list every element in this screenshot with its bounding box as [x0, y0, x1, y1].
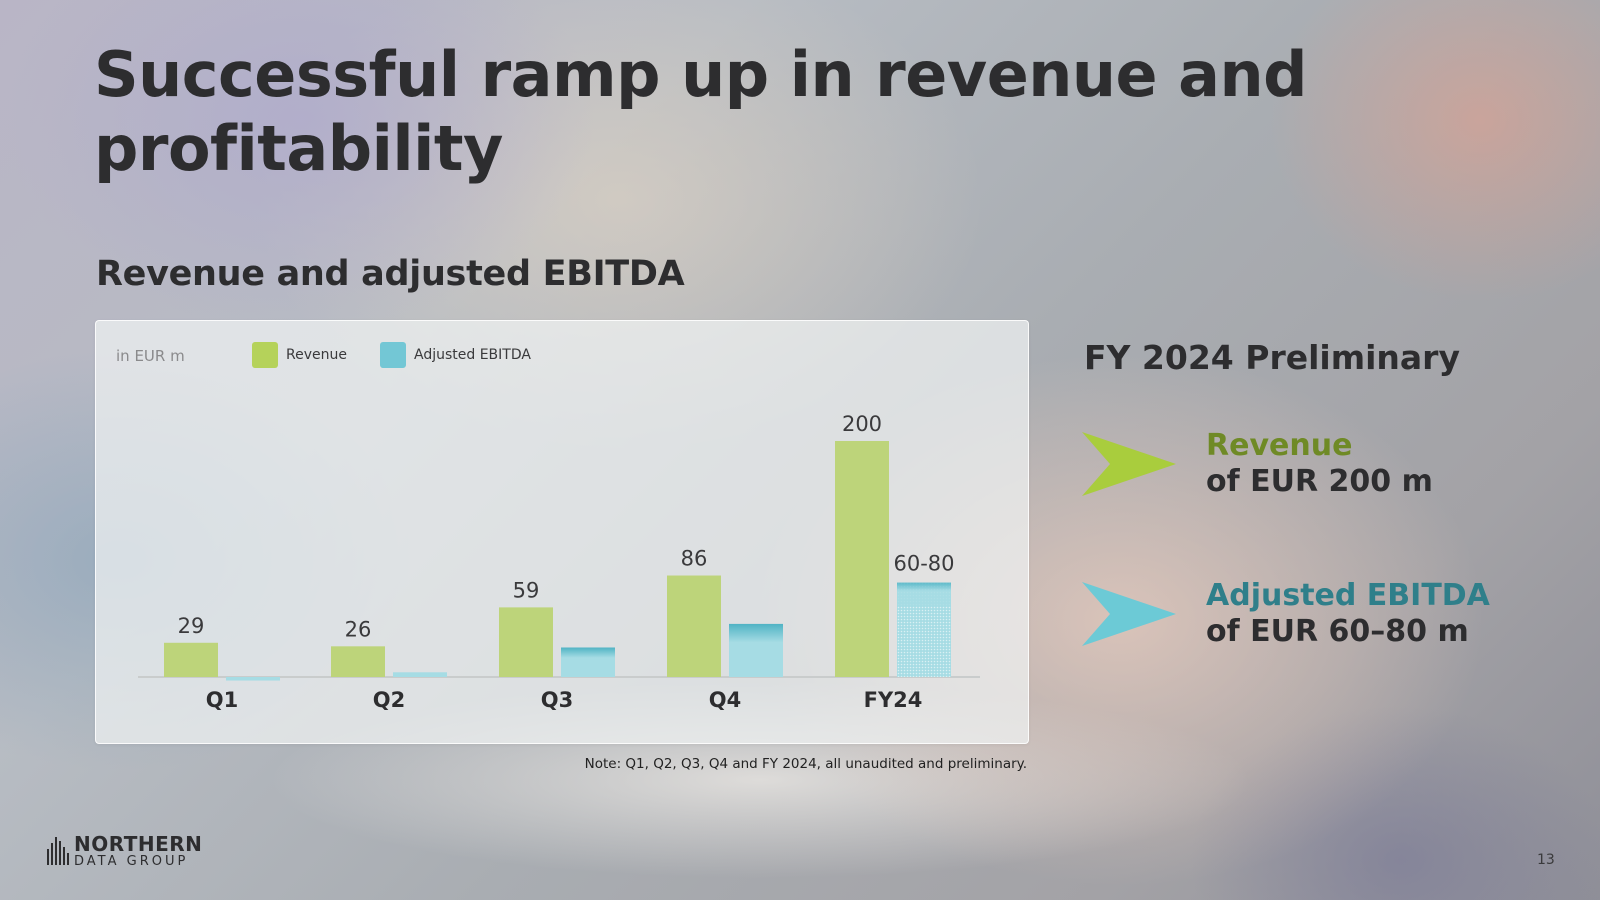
x-tick-q1: Q1 [206, 688, 238, 712]
legend-revenue-swatch [252, 342, 278, 368]
kpi-ebitda-chevron [1082, 582, 1176, 646]
kpi-revenue-chevron [1082, 432, 1176, 496]
x-tick-q3: Q3 [541, 688, 573, 712]
bar-revenue-q1 [164, 642, 218, 677]
logo-line-2: DATA GROUP [74, 854, 189, 869]
bar-revenue-q4 [667, 575, 721, 677]
kpi-ebitda-label: Adjusted EBITDA [1206, 578, 1490, 613]
bar-ebitda-q3 [561, 647, 615, 677]
kpi-revenue-label: Revenue [1206, 428, 1353, 463]
x-tick-fy24: FY24 [864, 688, 923, 712]
kpi-revenue-value: of EUR 200 m [1206, 464, 1433, 499]
legend-revenue: Revenue [252, 342, 347, 368]
legend-ebitda-swatch [380, 342, 406, 368]
bar-ebitda-q4 [729, 623, 783, 677]
page-number: 13 [1537, 852, 1555, 868]
slide-title: Successful ramp up in revenue and profit… [94, 38, 1308, 185]
bar-revenue-q3 [499, 607, 553, 677]
label-revenue-q2: 26 [345, 617, 372, 641]
company-logo: NORTHERN DATA GROUP [46, 834, 202, 868]
kpi-ebitda-value: of EUR 60–80 m [1206, 614, 1469, 649]
logo-mark-icon [47, 837, 69, 865]
label-revenue-q4: 86 [681, 547, 708, 571]
label-ebitda-fy24: 60-80 [893, 552, 954, 576]
chart-panel: in EUR m Revenue Adjusted EBITDA 29 Q1 26 Q… [95, 320, 1029, 744]
x-tick-q2: Q2 [373, 688, 405, 712]
unit-label: in EUR m [116, 347, 185, 365]
legend-revenue-label: Revenue [286, 347, 347, 363]
chevron-right-icon [1082, 432, 1176, 496]
bar-ebitda-q2 [393, 672, 447, 677]
chart-subtitle: Revenue and adjusted EBITDA [96, 254, 685, 294]
bar-ebitda-q1 [226, 677, 280, 681]
bar-ebitda-range-fy24 [897, 582, 951, 607]
chevron-right-icon [1082, 582, 1176, 646]
bar-chart: 29 Q1 26 Q2 59 Q3 86 Q4 200 60-80 FY24 [138, 412, 980, 712]
kpi-title: FY 2024 Preliminary [1084, 338, 1460, 377]
label-revenue-q3: 59 [513, 578, 540, 602]
label-revenue-fy24: 200 [842, 412, 882, 436]
legend-ebitda-label: Adjusted EBITDA [414, 347, 531, 363]
bar-revenue-fy24 [835, 441, 889, 677]
chart-note: Note: Q1, Q2, Q3, Q4 and FY 2024, all un… [584, 756, 1027, 772]
x-tick-q4: Q4 [709, 688, 741, 712]
bar-revenue-q2 [331, 646, 385, 677]
legend-ebitda: Adjusted EBITDA [380, 342, 531, 368]
logo-line-1: NORTHERN [74, 832, 203, 856]
label-revenue-q1: 29 [178, 614, 205, 638]
